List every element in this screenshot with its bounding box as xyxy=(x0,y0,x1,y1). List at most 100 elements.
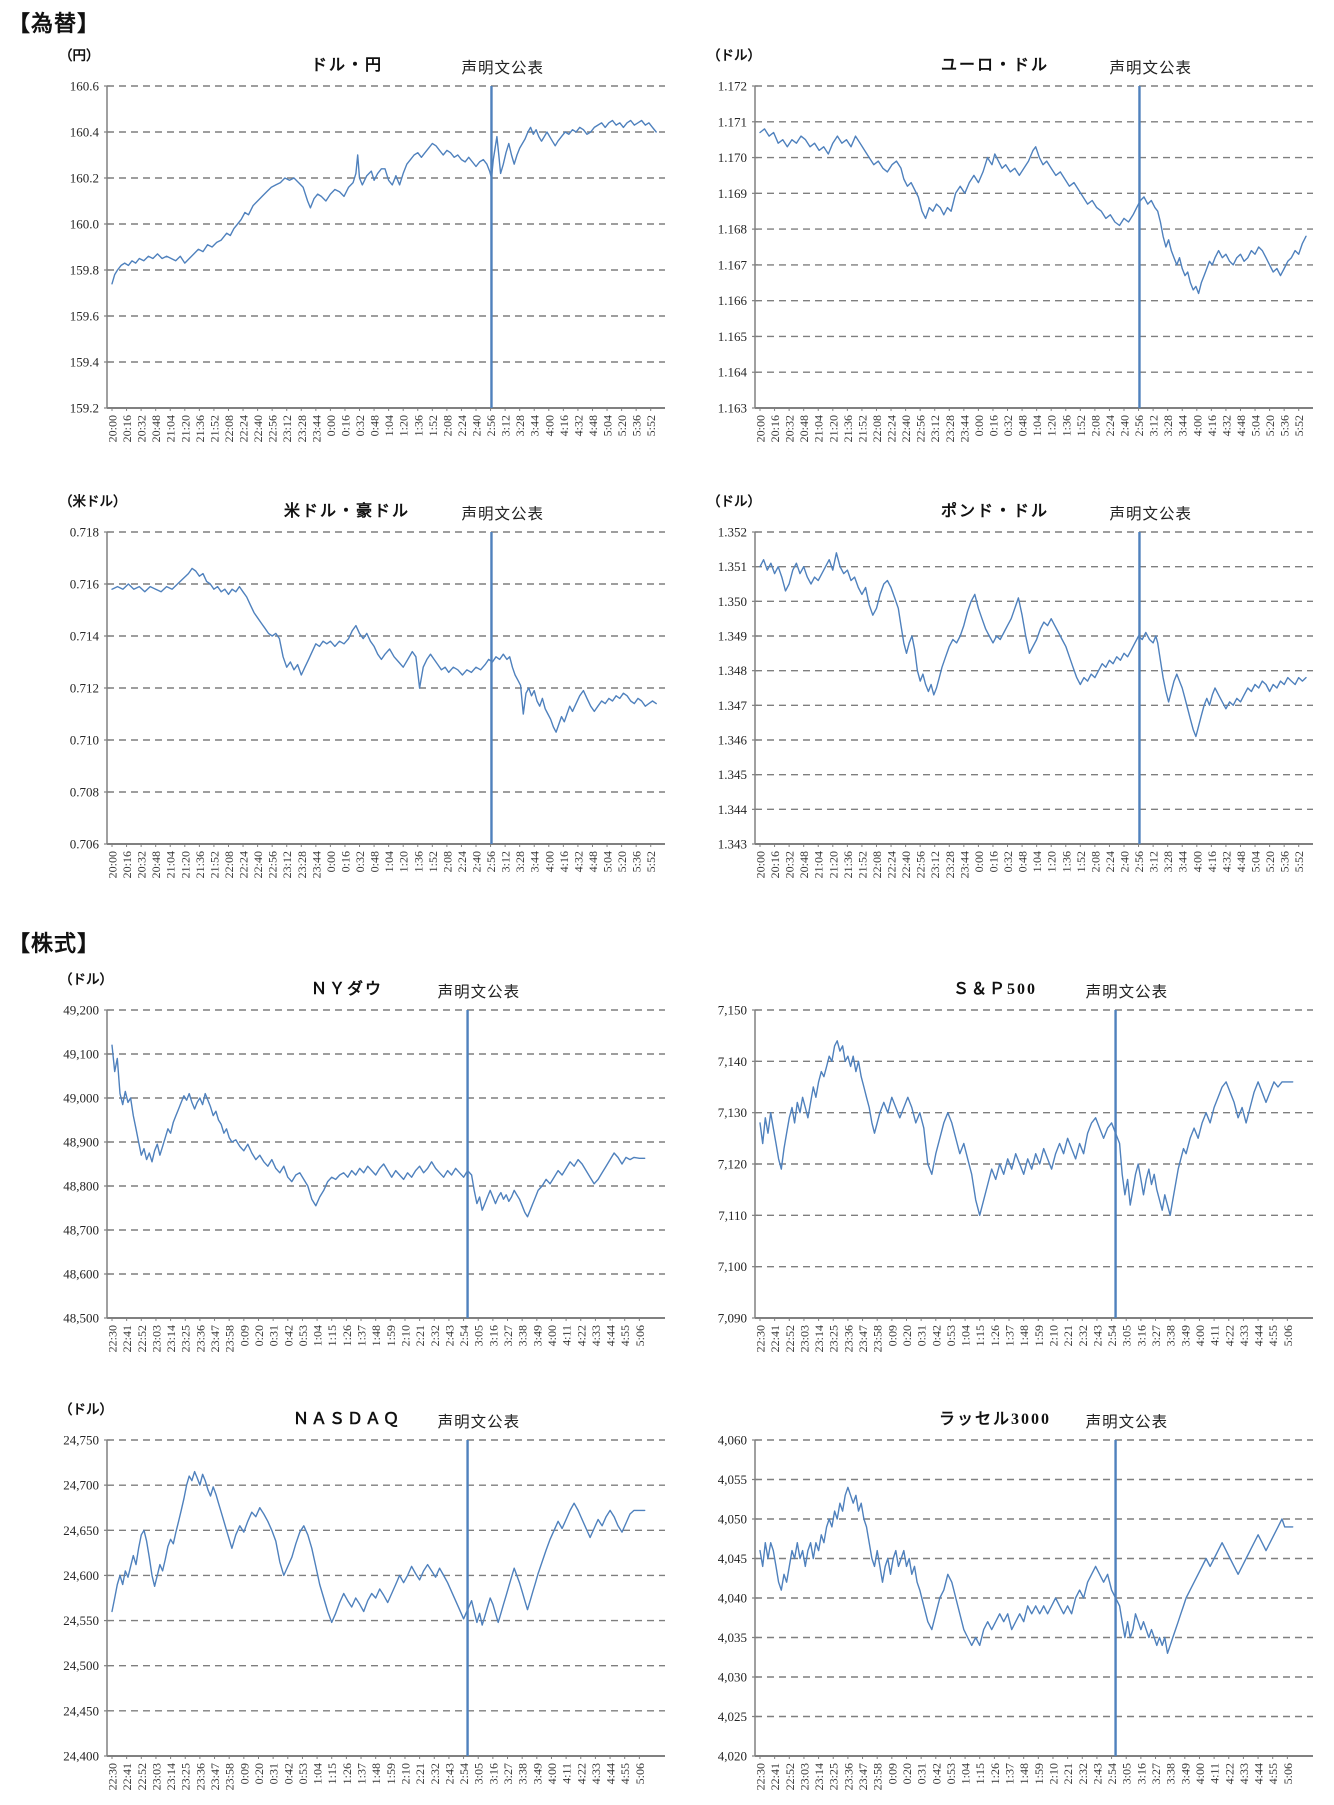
x-axis-label: 5:04 xyxy=(601,851,615,872)
y-axis-label: 1.346 xyxy=(718,733,748,748)
x-axis-label: 0:16 xyxy=(986,415,1000,436)
chart-usdjpy: 160.6 160.4 160.2 160.0 159.8 159.6 159.4 159.2… xyxy=(59,48,665,442)
x-axis-label: 0:00 xyxy=(972,851,986,872)
x-axis-label: 4:33 xyxy=(589,1325,603,1346)
x-axis-label: 1:04 xyxy=(382,851,396,872)
y-axis-label: 49,200 xyxy=(63,1003,99,1018)
x-axis-label: 0:31 xyxy=(915,1325,929,1346)
y-axis-label: 48,800 xyxy=(63,1179,99,1194)
x-axis-label: 2:32 xyxy=(1076,1325,1090,1346)
x-axis-label: 4:16 xyxy=(557,415,571,436)
x-axis-label: 3:12 xyxy=(499,851,513,872)
x-axis-label: 4:44 xyxy=(604,1325,618,1346)
x-axis-label: 21:20 xyxy=(178,851,192,878)
x-axis-label: 3:12 xyxy=(1147,851,1161,872)
x-axis-label: 0:53 xyxy=(296,1763,310,1784)
y-axis-label: 1.164 xyxy=(718,365,748,380)
statement-label: 声明文公表 xyxy=(461,505,544,523)
y-axis-label: 159.6 xyxy=(70,309,100,324)
y-axis-label: 7,110 xyxy=(718,1208,747,1223)
x-axis-label: 4:22 xyxy=(574,1763,588,1784)
x-axis-label: 4:48 xyxy=(586,415,600,436)
y-axis-label: 159.4 xyxy=(70,355,100,370)
x-axis-label: 1:59 xyxy=(1032,1325,1046,1346)
x-axis-label: 1:26 xyxy=(340,1325,354,1346)
x-axis-label: 23:28 xyxy=(943,415,957,442)
x-axis-label: 4:32 xyxy=(1219,851,1233,872)
x-axis-label: 3:27 xyxy=(501,1763,515,1784)
chart-gbpusd: 1.352 1.351 1.350 1.349 1.348 1.347 1.346 1.345… xyxy=(707,494,1313,878)
x-axis-label: 23:14 xyxy=(812,1763,826,1790)
x-axis-label: 3:28 xyxy=(513,851,527,872)
x-axis-label: 1:36 xyxy=(411,415,425,436)
y-axis-label: 4,060 xyxy=(718,1433,747,1448)
x-axis-label: 1:52 xyxy=(426,415,440,436)
x-axis-label: 0:42 xyxy=(281,1763,295,1784)
x-axis-label: 23:36 xyxy=(193,1763,207,1790)
x-axis-label: 1:48 xyxy=(1017,1763,1031,1784)
series-line xyxy=(759,552,1307,738)
statement-label: 声明文公表 xyxy=(1086,1413,1169,1431)
x-axis-label: 5:04 xyxy=(1249,415,1263,436)
y-axis-label: 1.167 xyxy=(718,257,748,272)
x-axis-label: 2:56 xyxy=(1132,415,1146,436)
x-axis-label: 0:32 xyxy=(353,851,367,872)
x-axis-label: 20:48 xyxy=(797,851,811,878)
x-axis-label: 20:16 xyxy=(768,415,782,442)
x-axis-label: 1:15 xyxy=(973,1763,987,1784)
x-axis-label: 0:53 xyxy=(944,1763,958,1784)
x-axis-label: 4:22 xyxy=(1222,1763,1236,1784)
y-axis-label: 4,045 xyxy=(718,1551,747,1566)
chart-nasdaq: 24,750 24,700 24,650 24,600 24,550 24,500 24,4… xyxy=(59,1402,665,1790)
x-axis-label: 4:16 xyxy=(557,851,571,872)
x-axis-label: 1:59 xyxy=(384,1763,398,1784)
y-axis-label: 1.344 xyxy=(718,802,748,817)
x-axis-label: 2:56 xyxy=(484,415,498,436)
x-axis-label: 2:56 xyxy=(484,851,498,872)
y-axis-label: 1.163 xyxy=(718,401,747,416)
x-axis-label: 23:47 xyxy=(856,1325,870,1352)
x-axis-label: 20:00 xyxy=(754,851,768,878)
x-axis-label: 1:04 xyxy=(959,1763,973,1784)
x-axis-label: 1:15 xyxy=(325,1325,339,1346)
x-axis-label: 5:04 xyxy=(601,415,615,436)
x-axis-label: 22:56 xyxy=(914,415,928,442)
x-axis-label: 2:43 xyxy=(1090,1325,1104,1346)
x-axis-label: 23:58 xyxy=(871,1763,885,1790)
x-axis-label: 5:06 xyxy=(1281,1763,1295,1784)
y-axis-label: 1.345 xyxy=(718,767,747,782)
x-axis-label: 21:52 xyxy=(207,851,221,878)
x-axis-label: 5:52 xyxy=(1292,415,1306,436)
chart-sp500: 7,150 7,140 7,130 7,120 7,110 7,100 7,090 22:30… xyxy=(718,981,1313,1352)
x-axis-label: 0:48 xyxy=(1016,851,1030,872)
x-axis-label: 21:52 xyxy=(207,415,221,442)
x-axis-label: 22:24 xyxy=(237,415,251,442)
x-axis-label: 5:06 xyxy=(633,1763,647,1784)
y-axis-label: 48,600 xyxy=(63,1267,99,1282)
x-axis-label: 20:32 xyxy=(783,415,797,442)
x-axis-label: 5:52 xyxy=(644,851,658,872)
x-axis-label: 2:54 xyxy=(457,1325,471,1346)
y-axis-label: 24,600 xyxy=(63,1568,99,1583)
x-axis-label: 2:08 xyxy=(1088,415,1102,436)
x-axis-label: 1:15 xyxy=(973,1325,987,1346)
x-axis-label: 4:16 xyxy=(1205,851,1219,872)
x-axis-label: 3:28 xyxy=(513,415,527,436)
y-axis-label: 0.716 xyxy=(70,577,100,592)
x-axis-label: 3:12 xyxy=(1147,415,1161,436)
chart-nydow: 49,200 49,100 49,000 48,900 48,800 48,700 48,6… xyxy=(59,972,665,1352)
x-axis-label: 5:52 xyxy=(644,415,658,436)
x-axis-label: 23:47 xyxy=(208,1763,222,1790)
x-axis-label: 1:37 xyxy=(1003,1763,1017,1784)
x-axis-label: 22:52 xyxy=(783,1763,797,1790)
x-axis-label: 23:03 xyxy=(797,1325,811,1352)
x-axis-label: 23:36 xyxy=(841,1325,855,1352)
x-axis-label: 0:20 xyxy=(900,1763,914,1784)
y-axis-label: 159.2 xyxy=(70,401,99,416)
x-axis-label: 3:44 xyxy=(1176,851,1190,872)
y-axis-label: 0.710 xyxy=(70,733,99,748)
x-axis-label: 22:08 xyxy=(870,851,884,878)
x-axis-label: 4:00 xyxy=(1190,415,1204,436)
x-axis-label: 20:48 xyxy=(149,851,163,878)
chart-title: ＮＹダウ xyxy=(311,979,383,998)
